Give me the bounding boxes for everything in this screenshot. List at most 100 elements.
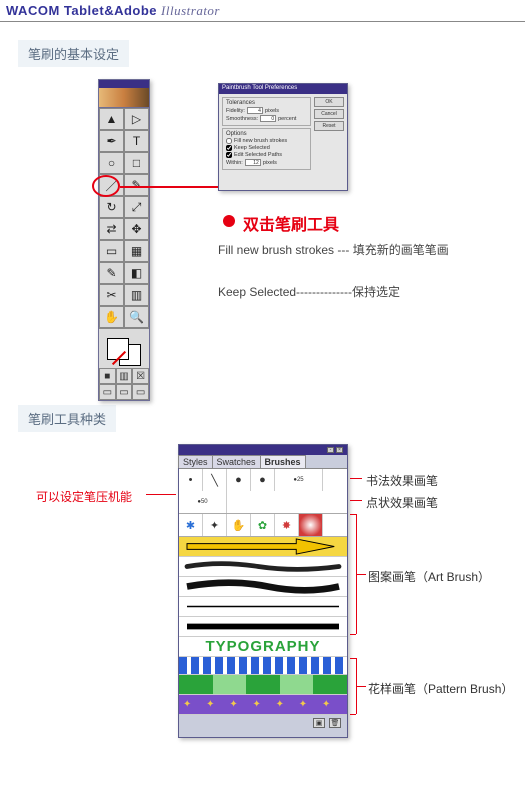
opt-edit-label: Edit Selected Paths	[234, 152, 282, 158]
options-label: Options	[226, 131, 307, 137]
minimize-icon[interactable]: -	[327, 447, 334, 453]
scatter-brush-4[interactable]: ✿	[251, 514, 275, 536]
tool-pencil[interactable]: ✎	[124, 174, 149, 196]
pattern-brush-stars[interactable]: ✦ ✦ ✦ ✦ ✦ ✦ ✦	[179, 695, 347, 715]
tool-pen[interactable]: ✒	[99, 130, 124, 152]
tool-mesh[interactable]: ▦	[124, 240, 149, 262]
smoothness-input[interactable]: 0	[260, 115, 276, 122]
tool-scissors[interactable]: ✂	[99, 284, 124, 306]
bracket-pat-mid	[356, 686, 366, 687]
tool-hand[interactable]: ✋	[99, 306, 124, 328]
calli-brush-5[interactable]: ● 25	[275, 469, 323, 491]
tool-reflect[interactable]: ⇄	[99, 218, 124, 240]
dialog-title: Paintbrush Tool Preferences	[219, 84, 347, 94]
screen-std[interactable]: ▭	[99, 384, 116, 400]
paintbrush-preferences-dialog: Paintbrush Tool Preferences Tolerances F…	[218, 83, 348, 191]
highlight-circle	[92, 175, 120, 197]
opt-fill-label: Fill new brush strokes	[234, 138, 287, 144]
close-icon[interactable]: ×	[336, 447, 343, 453]
bracket-pat-bot	[350, 714, 356, 715]
label-scatter: 点状效果画笔	[366, 494, 438, 511]
tool-scale[interactable]: ⤢	[124, 196, 149, 218]
tab-swatches[interactable]: Swatches	[212, 455, 261, 468]
tool-free[interactable]: ✥	[124, 218, 149, 240]
opt-fill-checkbox[interactable]	[226, 138, 232, 144]
bracket-art-mid	[356, 574, 366, 575]
within-label: Within:	[226, 160, 243, 166]
scatter-brush-3[interactable]: ✋	[227, 514, 251, 536]
scatter-brush-6[interactable]	[299, 514, 323, 536]
illustrator-toolbox: ▲ ▷ ✒ T ○ □ ／ ✎ ↻ ⤢ ⇄ ✥ ▭ ▦ ✎ ◧ ✂ ▥ ✋ 🔍	[98, 79, 150, 401]
tool-eyedropper[interactable]: ✎	[99, 262, 124, 284]
tool-blend[interactable]: ◧	[124, 262, 149, 284]
smoothness-label: Smoothness:	[226, 116, 258, 122]
art-brush-arrow[interactable]	[179, 537, 347, 557]
pattern-brush-waves[interactable]	[179, 675, 347, 695]
panel-header: - ×	[179, 445, 347, 455]
tool-type[interactable]: T	[124, 130, 149, 152]
left-callout: 可以设定笔压机能	[36, 488, 132, 505]
toolbox-header	[99, 80, 149, 88]
opt-keep-checkbox[interactable]	[226, 145, 232, 151]
scatter-brush-5[interactable]: ✸	[275, 514, 299, 536]
tool-direct-select[interactable]: ▷	[124, 108, 149, 130]
tool-ellipse[interactable]: ○	[99, 152, 124, 174]
fidelity-unit: pixels	[265, 108, 279, 114]
doubleclick-title: 双击笔刷工具	[243, 211, 339, 235]
label-art: 图案画笔（Art Brush）	[368, 568, 490, 585]
within-input[interactable]: 12	[245, 159, 261, 166]
section1-container: ▲ ▷ ✒ T ○ □ ／ ✎ ↻ ⤢ ⇄ ✥ ▭ ▦ ✎ ◧ ✂ ▥ ✋ 🔍	[18, 79, 507, 399]
calli-brush-3[interactable]: ●	[227, 469, 251, 491]
calli-brush-4[interactable]: ●	[251, 469, 275, 491]
screen-full[interactable]: ▭	[132, 384, 149, 400]
opt-edit-checkbox[interactable]	[226, 152, 232, 158]
title-main: WACOM Tablet&Adobe	[6, 3, 157, 18]
scatter-row: ✱ ✦ ✋ ✿ ✸	[179, 514, 347, 537]
smoothness-unit: percent	[278, 116, 296, 122]
art-brush-charcoal[interactable]	[179, 557, 347, 577]
tool-rect[interactable]: □	[124, 152, 149, 174]
fill-stroke-swatch[interactable]	[99, 328, 149, 368]
art-brush-typography[interactable]: TYPOGRAPHY	[179, 637, 347, 657]
art-brush-medium[interactable]	[179, 617, 347, 637]
art-brush-ink[interactable]	[179, 577, 347, 597]
tab-brushes[interactable]: Brushes	[260, 455, 306, 468]
line-scatter	[350, 500, 362, 501]
tool-gradient[interactable]: ▭	[99, 240, 124, 262]
section1-heading: 笔刷的基本设定	[18, 40, 129, 67]
fidelity-input[interactable]: 4	[247, 107, 263, 114]
ok-button[interactable]: OK	[314, 97, 344, 107]
red-dot-icon	[223, 215, 235, 227]
page-titlebar: WACOM Tablet&Adobe Illustrator	[0, 0, 525, 22]
bracket-pat-top	[350, 658, 356, 659]
tolerances-label: Tolerances	[226, 100, 307, 106]
desc-keep: Keep Selected--------------保持选定	[218, 283, 400, 300]
tab-styles[interactable]: Styles	[178, 455, 213, 468]
mode-gradient[interactable]: ▥	[116, 368, 133, 384]
delete-brush-icon[interactable]: 🗑	[329, 718, 341, 728]
bracket-art-top	[350, 514, 356, 515]
opt-keep-label: Keep Selected	[234, 145, 270, 151]
screen-full-menu[interactable]: ▭	[116, 384, 133, 400]
calli-brush-1[interactable]: •	[179, 469, 203, 491]
scatter-brush-1[interactable]: ✱	[179, 514, 203, 536]
calligraphy-row: • ╲ ● ● ● 25 ● 50	[179, 469, 347, 514]
tool-zoom[interactable]: 🔍	[124, 306, 149, 328]
fidelity-label: Fidelity:	[226, 108, 245, 114]
art-brush-thin[interactable]	[179, 597, 347, 617]
left-callout-line	[146, 494, 176, 495]
pattern-brush-greek[interactable]	[179, 657, 347, 675]
mode-none[interactable]: ☒	[132, 368, 149, 384]
mode-color[interactable]: ■	[99, 368, 116, 384]
calli-brush-6[interactable]: ● 50	[179, 491, 227, 513]
cancel-button[interactable]: Cancel	[314, 109, 344, 119]
reset-button[interactable]: Reset	[314, 121, 344, 131]
label-pattern: 花样画笔（Pattern Brush）	[368, 680, 513, 697]
tool-graph[interactable]: ▥	[124, 284, 149, 306]
within-unit: pixels	[263, 160, 277, 166]
calli-brush-2[interactable]: ╲	[203, 469, 227, 491]
tool-selection[interactable]: ▲	[99, 108, 124, 130]
tool-rotate[interactable]: ↻	[99, 196, 124, 218]
scatter-brush-2[interactable]: ✦	[203, 514, 227, 536]
new-brush-icon[interactable]: ▣	[313, 718, 325, 728]
